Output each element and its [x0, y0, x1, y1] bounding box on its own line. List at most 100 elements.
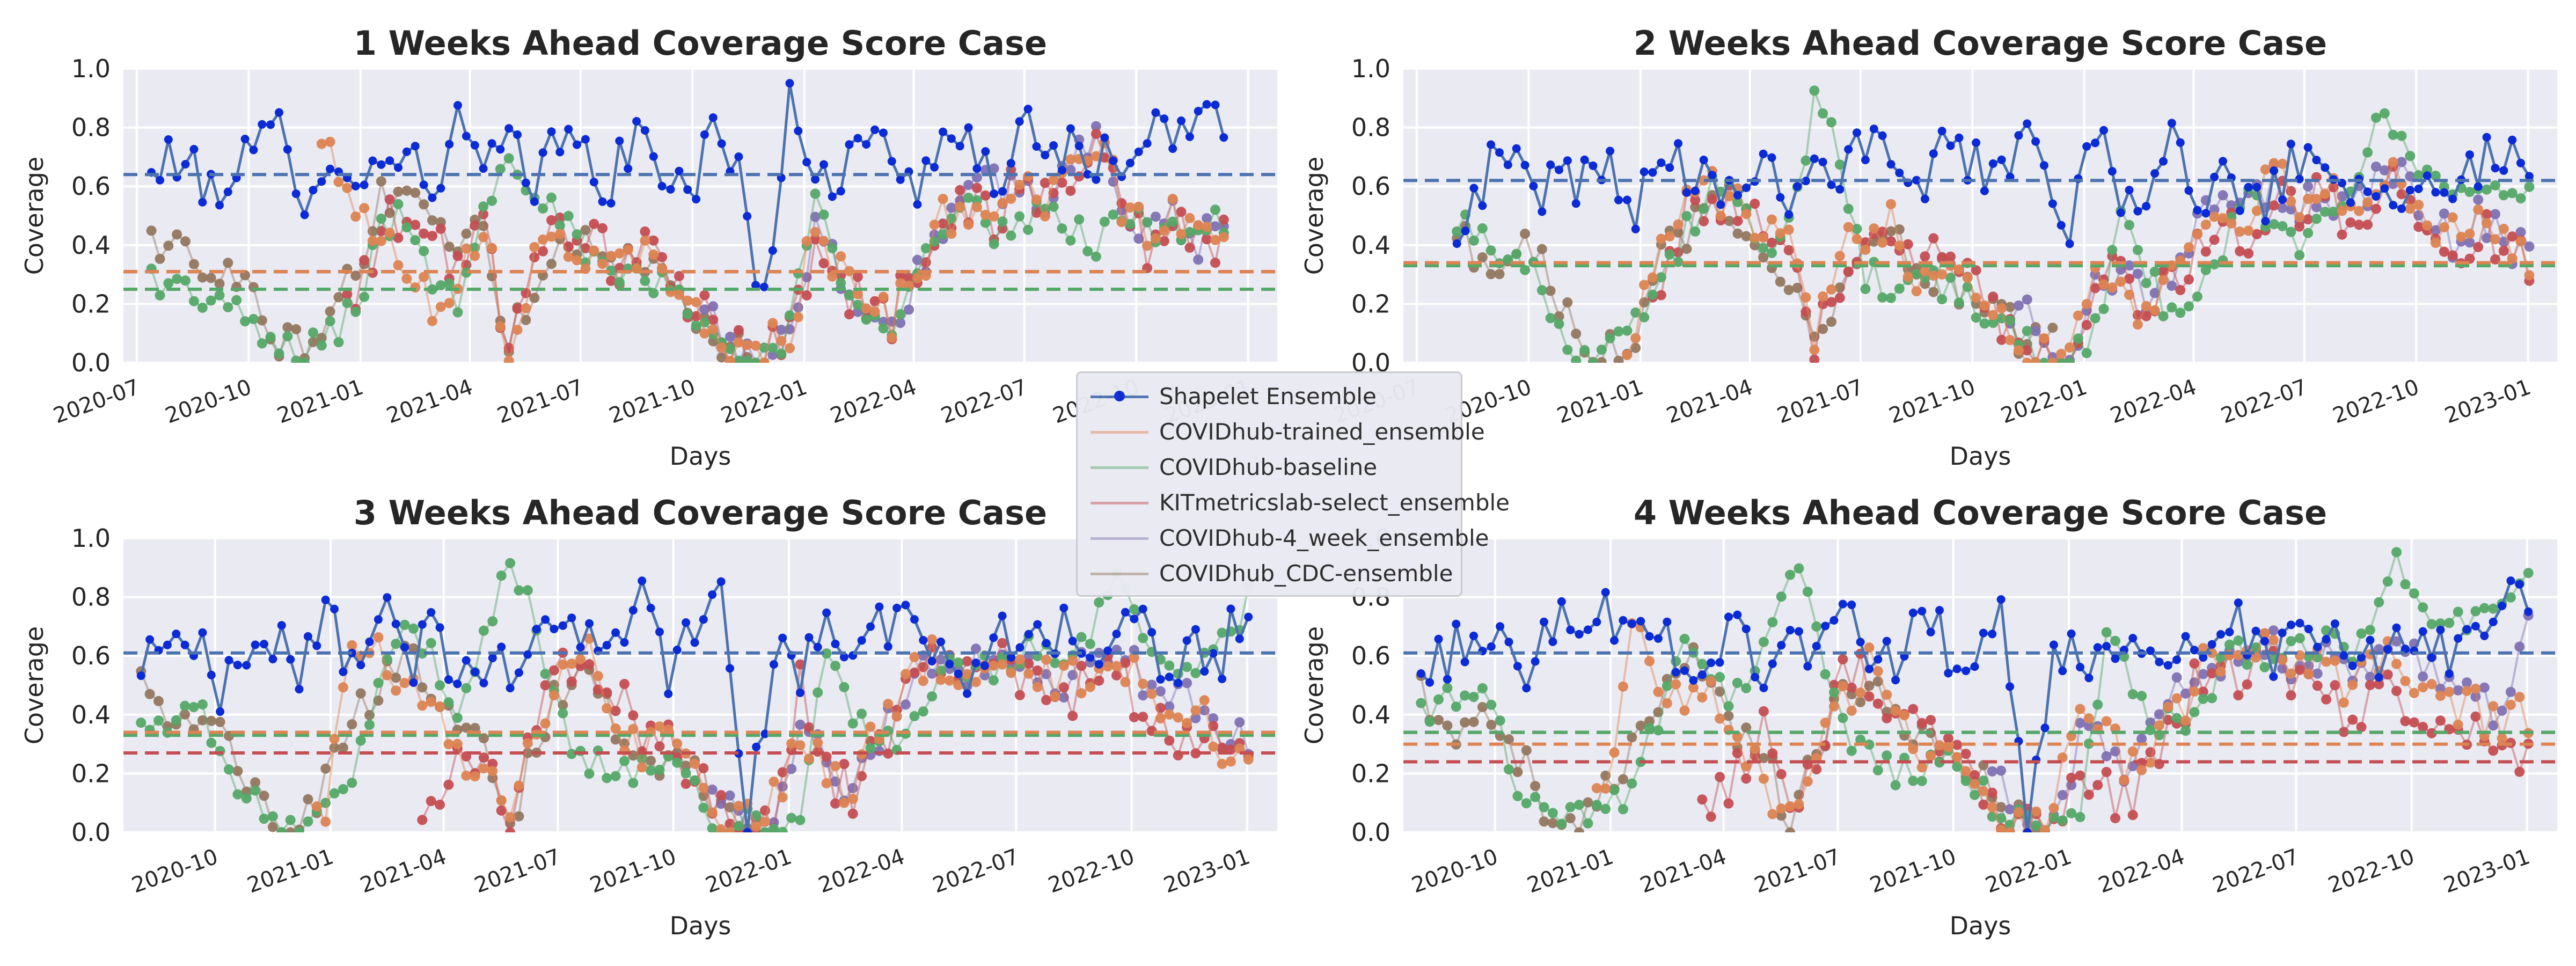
data-point — [2286, 690, 2296, 701]
data-point — [786, 813, 797, 823]
data-point — [818, 258, 829, 269]
data-point — [1630, 307, 1641, 318]
data-point — [945, 660, 954, 669]
data-point — [419, 180, 428, 189]
data-point — [623, 244, 633, 255]
data-point — [1217, 742, 1227, 753]
data-point — [1732, 228, 1743, 239]
data-point — [725, 356, 735, 363]
data-point — [558, 659, 568, 670]
data-point — [417, 700, 428, 711]
data-point — [2505, 592, 2516, 603]
data-point — [1130, 614, 1139, 624]
data-point — [1217, 759, 1227, 769]
data-point — [1996, 313, 2007, 324]
data-point — [698, 782, 709, 793]
data-point — [1529, 181, 1538, 191]
data-point — [2409, 687, 2419, 698]
data-point — [2218, 190, 2228, 201]
data-point — [1600, 803, 1611, 814]
data-point — [487, 271, 497, 282]
data-point — [1007, 653, 1015, 662]
data-point — [909, 652, 920, 662]
data-point — [275, 108, 283, 117]
data-point — [1460, 717, 1470, 728]
data-point — [172, 630, 181, 639]
data-point — [2057, 221, 2066, 230]
data-point — [1159, 225, 1169, 236]
data-point — [2189, 707, 2200, 718]
data-point — [180, 709, 191, 720]
data-point — [1699, 216, 1709, 226]
data-point — [878, 291, 889, 302]
data-point — [1802, 776, 1813, 787]
data-point — [241, 793, 252, 804]
data-point — [329, 734, 340, 744]
data-point — [1697, 658, 1708, 669]
data-point — [786, 738, 797, 749]
data-point — [707, 784, 718, 795]
data-point — [2268, 635, 2279, 646]
data-point — [2004, 827, 2015, 832]
data-point — [355, 735, 366, 746]
data-point — [2391, 686, 2402, 696]
y-tick-label: 0.4 — [1351, 231, 1391, 260]
data-point — [2374, 673, 2383, 682]
data-point — [2330, 619, 2339, 628]
data-point — [364, 710, 375, 720]
y-axis-label: Coverage — [20, 626, 49, 744]
data-point — [1952, 752, 1963, 763]
data-point — [2454, 634, 2463, 643]
data-point — [844, 266, 854, 276]
data-point — [1066, 124, 1075, 133]
data-point — [2081, 299, 2092, 309]
data-point — [513, 130, 522, 139]
data-point — [1996, 813, 2007, 823]
data-point — [206, 715, 217, 726]
data-point — [1741, 231, 1752, 241]
data-point — [1785, 801, 1796, 811]
data-point — [2380, 184, 2389, 193]
data-point — [620, 638, 629, 647]
data-point — [1159, 236, 1169, 246]
data-point — [2456, 231, 2467, 242]
data-point — [610, 734, 621, 745]
data-point — [1758, 252, 1769, 263]
data-point — [2209, 204, 2220, 215]
data-point — [901, 601, 910, 610]
data-point — [2149, 266, 2160, 277]
data-point — [1226, 604, 1235, 613]
data-point — [505, 558, 516, 568]
data-point — [813, 687, 823, 698]
data-point — [989, 211, 999, 222]
data-point — [1452, 226, 1462, 237]
data-point — [1801, 292, 1811, 303]
data-point — [409, 678, 418, 687]
data-point — [2259, 662, 2270, 672]
data-point — [321, 595, 330, 604]
data-point — [1218, 675, 1227, 683]
data-point — [1835, 185, 1845, 194]
data-point — [2075, 812, 2085, 822]
data-point — [818, 209, 829, 220]
data-point — [2391, 636, 2402, 647]
data-point — [1442, 683, 1453, 693]
data-point — [1565, 802, 1576, 813]
data-point — [546, 259, 557, 269]
data-point — [1847, 601, 1856, 609]
data-point — [153, 715, 164, 726]
data-point — [1962, 282, 1973, 292]
data-point — [1953, 297, 1964, 308]
data-point — [1540, 617, 1548, 626]
data-point — [436, 184, 445, 193]
data-point — [1656, 290, 1666, 301]
chart-title: 2 Weeks Ahead Coverage Score Case — [1634, 24, 2327, 63]
data-point — [1648, 168, 1657, 177]
x-tick-label: 2022-01 — [1997, 375, 2090, 428]
data-point — [1452, 239, 1461, 248]
data-point — [1872, 765, 1883, 775]
data-point — [2056, 349, 2067, 359]
data-point — [521, 303, 531, 313]
data-point — [1996, 802, 2007, 813]
data-point — [786, 764, 797, 774]
